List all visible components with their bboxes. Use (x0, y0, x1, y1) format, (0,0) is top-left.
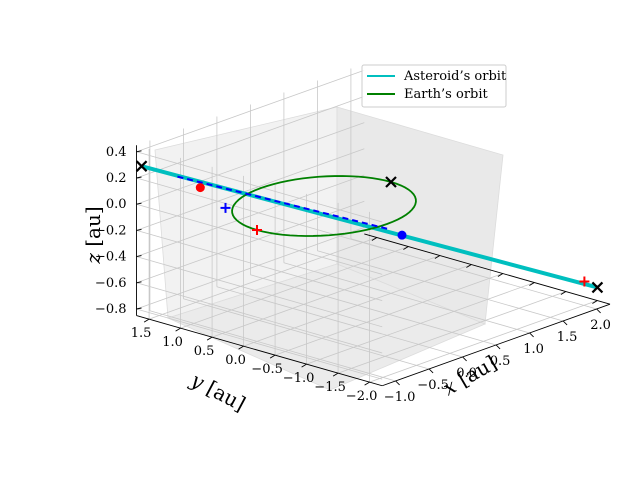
z-tick-label: −0.2 (95, 223, 127, 238)
z-tick-label: −0.4 (95, 250, 127, 265)
z-tick-label: 0.0 (106, 197, 127, 212)
grid-line-y-floor (211, 255, 441, 338)
y-tick-mark (529, 282, 535, 286)
y-tick-mark (403, 246, 409, 250)
grid-lines (136, 68, 598, 383)
grid-line-y-floor (337, 291, 567, 374)
cross-marker-stroke (385, 176, 397, 188)
y-tick-mark (269, 354, 276, 359)
z-tick-mark (136, 202, 142, 205)
x-tick-mark (562, 320, 568, 326)
y-tick-mark (560, 291, 567, 295)
cross-marker (591, 281, 604, 294)
z-tick-label: 0.4 (106, 145, 127, 160)
y-tick-label: −0.5 (251, 362, 283, 377)
grid-line-y-floor (306, 282, 535, 365)
y-tick-mark (175, 327, 181, 332)
x-tick-mark (462, 356, 467, 362)
z-tick-mark (136, 176, 142, 179)
x-tick-label: −0.5 (417, 378, 449, 393)
dot-marker (397, 230, 407, 240)
grid-line-x-floor (250, 274, 497, 346)
y-axis-line-back (136, 315, 383, 387)
cross-marker (385, 176, 397, 188)
y-tick-label: 1.5 (131, 326, 152, 341)
y-tick-label: 0.5 (194, 344, 215, 359)
x-tick-label: 1.5 (557, 330, 578, 345)
dashed-trajectory-line (177, 175, 390, 231)
grid-line-x-floor (149, 310, 396, 382)
grid-line-x-floor (350, 238, 597, 310)
y-tick-label: 0.0 (225, 353, 246, 368)
grid-line-x-floor (216, 286, 463, 358)
grid-line-y-floor (243, 264, 472, 347)
z-tick-mark (136, 255, 142, 258)
z-tick-mark (136, 307, 142, 310)
grid-line-z-right (136, 122, 365, 205)
y-tick-label: −2.0 (346, 389, 378, 404)
cross-marker (135, 160, 148, 172)
y-tick-mark (206, 336, 213, 341)
plus-marker (252, 225, 262, 235)
grid-line-y-floor (180, 246, 409, 329)
grid-line-x-floor (317, 250, 564, 322)
y-tick-label: 1.0 (162, 335, 183, 350)
y-tick-mark (434, 255, 441, 259)
grid-line-y-floor (274, 273, 504, 356)
z-tick-label: 0.2 (106, 171, 127, 186)
y-tick-mark (238, 345, 244, 350)
y-tick-label: −1.0 (283, 371, 315, 386)
x-tick-mark (495, 344, 501, 350)
y-axis-title: y [au] (186, 367, 249, 416)
z-tick-mark (136, 281, 142, 284)
x-tick-label: 0.5 (490, 354, 511, 369)
z-tick-mark (136, 150, 142, 153)
grid-line-x-floor (283, 262, 530, 334)
x-tick-label: −1.0 (384, 390, 416, 405)
z-tick-mark (136, 228, 142, 231)
grid-line-y-floor (148, 237, 378, 320)
z-axis-title: z [au] (81, 206, 105, 264)
x-tick-mark (428, 368, 434, 374)
x-axis-title: x [au] (439, 351, 501, 401)
x-tick-label: 2.0 (590, 318, 611, 333)
grid-line-y-floor (369, 300, 598, 383)
legend-box (361, 64, 507, 108)
x-tick-mark (395, 380, 400, 386)
z-tick-label: −0.6 (95, 276, 127, 291)
grid-line-z-right (136, 69, 365, 153)
grid-line-z-right (136, 174, 365, 257)
y-tick-mark (497, 273, 504, 277)
grid-line-z-right (136, 227, 365, 310)
y-tick-mark (466, 264, 472, 268)
plus-marker (579, 276, 590, 287)
y-tick-mark (364, 381, 370, 386)
x-tick-mark (596, 308, 601, 314)
y-tick-mark (143, 318, 150, 323)
legend-label-asteroid: Asteroid’s orbit (403, 69, 507, 84)
dot-marker (195, 183, 205, 193)
grid-line-z-left (136, 308, 383, 380)
y-tick-label: −1.5 (314, 380, 346, 395)
legend: Asteroid’s orbit Earth’s orbit (361, 64, 507, 108)
markers (135, 160, 604, 294)
y-axis-line (364, 233, 611, 305)
x-tick-mark (529, 332, 534, 338)
y-tick-mark (592, 300, 598, 304)
z-tick-label: −0.8 (95, 302, 127, 317)
grid-line-z-right (136, 96, 365, 179)
y-tick-mark (301, 363, 307, 368)
grid-line-z-right (136, 148, 365, 231)
legend-label-earth: Earth’s orbit (404, 87, 489, 102)
cross-marker-stroke (135, 160, 148, 172)
x-tick-label: 0.0 (456, 366, 477, 381)
x-tick-label: 1.0 (523, 342, 544, 357)
y-tick-mark (332, 372, 339, 377)
y-tick-mark (371, 237, 378, 241)
cross-marker-stroke (591, 281, 604, 294)
plus-marker (220, 202, 231, 213)
axes: −1.0−0.50.00.51.01.52.01.51.00.50.0−0.5−… (95, 145, 611, 405)
